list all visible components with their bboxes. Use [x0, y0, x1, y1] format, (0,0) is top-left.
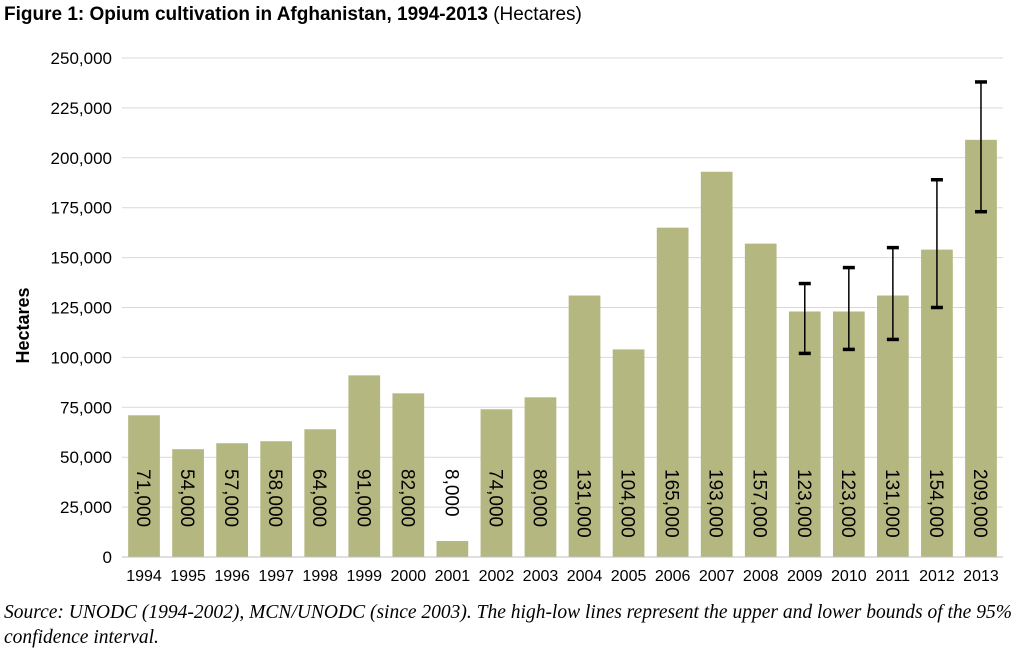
x-tick-label: 1999: [346, 568, 382, 585]
data-label-2011: 131,000: [881, 469, 902, 538]
data-label-2010: 123,000: [837, 469, 858, 538]
x-tick-label: 1998: [302, 568, 338, 585]
bar-1999: [348, 375, 381, 557]
x-tick-label: 2013: [963, 568, 999, 585]
bar-2003: [524, 397, 557, 557]
y-tick-label: 125,000: [51, 299, 112, 318]
data-label-2009: 123,000: [793, 469, 814, 538]
data-label-2007: 193,000: [705, 469, 726, 538]
y-tick-label: 100,000: [51, 348, 112, 367]
bar-1994: [128, 415, 160, 557]
bar-1995: [172, 449, 204, 557]
y-tick-label: 0: [103, 548, 112, 567]
x-tick-label: 2001: [435, 568, 471, 585]
bar-2007: [700, 171, 733, 557]
bar-2010: [832, 311, 865, 557]
x-tick-label: 2002: [479, 568, 515, 585]
x-tick-label: 2012: [919, 568, 955, 585]
data-label-2006: 165,000: [661, 469, 682, 538]
data-label-2005: 104,000: [617, 469, 638, 538]
data-label-2002: 74,000: [484, 469, 505, 527]
bar-1998: [304, 429, 337, 557]
x-tick-label: 1995: [170, 568, 206, 585]
y-tick-label: 50,000: [60, 448, 112, 467]
data-label-2003: 80,000: [528, 469, 549, 527]
x-tick-label: 1996: [214, 568, 250, 585]
data-label-2012: 154,000: [925, 469, 946, 538]
source-note: Source: UNODC (1994-2002), MCN/UNODC (si…: [4, 602, 1012, 648]
y-tick-label: 75,000: [60, 398, 112, 417]
data-label-2000: 82,000: [396, 469, 417, 527]
x-tick-label: 2009: [787, 568, 823, 585]
chart-title-unit: (Hectares): [493, 4, 582, 25]
x-tick-label: 2006: [655, 568, 691, 585]
chart-title: Figure 1: Opium cultivation in Afghanist…: [4, 4, 582, 26]
bar-1997: [260, 441, 293, 557]
bar-chart: 0 25,000 50,000 75,000 100,000 125,000 150,000…: [13, 49, 1003, 585]
y-tick-label: 175,000: [51, 199, 112, 218]
x-tick-label: 1997: [258, 568, 294, 585]
y-tick-label: 25,000: [60, 498, 112, 517]
bar-2008: [744, 243, 777, 558]
bar-2000: [392, 393, 425, 557]
bar-2004: [568, 295, 601, 557]
bar-2002: [480, 409, 513, 557]
data-label-2001: 8,000: [440, 469, 461, 517]
y-axis-title: Hectares: [13, 287, 33, 363]
bar-2006: [656, 227, 689, 557]
data-label-1996: 57,000: [220, 469, 241, 527]
y-tick-label: 150,000: [51, 249, 112, 268]
x-tick-label: 2000: [391, 568, 427, 585]
data-label-1995: 54,000: [176, 469, 197, 527]
bar-2005: [612, 349, 645, 557]
data-label-2008: 157,000: [749, 469, 770, 538]
bar-1996: [216, 443, 248, 557]
chart-title-main: Figure 1: Opium cultivation in Afghanist…: [4, 4, 488, 25]
bar-2001: [436, 541, 469, 557]
x-tick-label: 2004: [567, 568, 603, 585]
y-tick-label: 225,000: [51, 99, 112, 118]
y-tick-label: 200,000: [51, 149, 112, 168]
data-label-2013: 209,000: [969, 469, 990, 538]
y-tick-label: 250,000: [51, 49, 112, 68]
data-label-1999: 91,000: [352, 469, 373, 527]
x-tick-label: 2005: [611, 568, 647, 585]
x-tick-label: 2007: [699, 568, 735, 585]
data-label-2004: 131,000: [573, 469, 594, 538]
x-tick-label: 1994: [126, 568, 162, 585]
x-tick-label: 2011: [876, 568, 911, 585]
data-label-1994: 71,000: [132, 469, 153, 527]
data-label-1998: 64,000: [308, 469, 329, 527]
x-tick-label: 2008: [743, 568, 779, 585]
x-tick-label: 2010: [831, 568, 867, 585]
x-tick-label: 2003: [523, 568, 559, 585]
data-label-1997: 58,000: [264, 469, 285, 527]
